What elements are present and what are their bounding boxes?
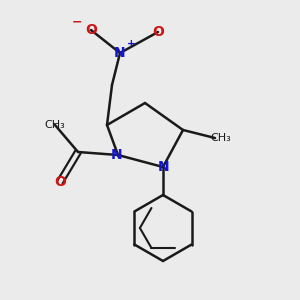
Text: N: N bbox=[114, 46, 126, 60]
Text: +: + bbox=[127, 39, 135, 49]
Text: O: O bbox=[54, 175, 66, 189]
Text: N: N bbox=[111, 148, 123, 162]
Text: CH₃: CH₃ bbox=[45, 120, 65, 130]
Text: CH₃: CH₃ bbox=[211, 133, 231, 143]
Text: O: O bbox=[85, 23, 97, 37]
Text: O: O bbox=[152, 25, 164, 39]
Text: N: N bbox=[158, 160, 170, 174]
Text: −: − bbox=[72, 16, 82, 28]
